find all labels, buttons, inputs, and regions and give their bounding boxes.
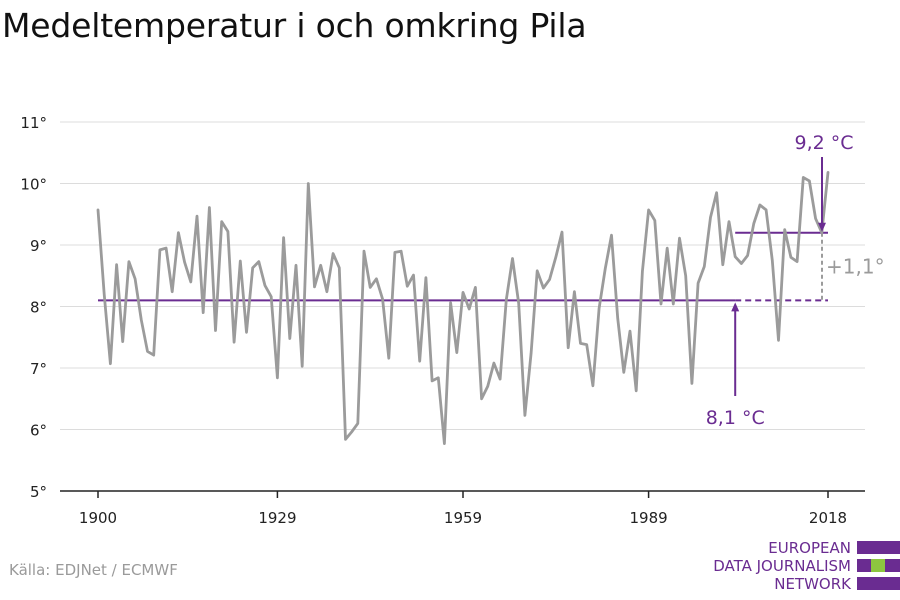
difference-label: +1,1° <box>826 255 885 279</box>
x-axis <box>60 490 865 498</box>
y-tick-label-11: 11° <box>20 114 47 132</box>
logo-line-3: NETWORK <box>774 575 851 593</box>
logo-bar-green <box>871 559 885 572</box>
baseline-label: 8,1 °C <box>706 407 765 429</box>
recent-arrow-head <box>818 222 826 232</box>
y-tick-label-7: 7° <box>30 360 47 378</box>
y-axis-tick-labels: 5° 6° 7° 8° 9° 10° 11° <box>20 114 47 501</box>
x-tick-label-1929: 1929 <box>258 509 296 527</box>
gridlines <box>60 121 865 430</box>
logo-line-1: EUROPEAN <box>768 539 851 557</box>
y-tick-label-5: 5° <box>30 483 47 501</box>
series-line <box>96 170 830 446</box>
baseline-arrow-head <box>731 302 740 312</box>
logo-bar-purple-bottom <box>857 577 900 590</box>
recent-average-label: 9,2 °C <box>794 132 853 154</box>
edjnet-logo: EUROPEAN DATA JOURNALISM NETWORK <box>705 539 900 595</box>
x-tick-label-1989: 1989 <box>629 509 667 527</box>
series-group <box>96 170 830 446</box>
annotations: +1,1° 9,2 °C 8,1 °C <box>706 132 885 429</box>
chart-title: Medeltemperatur i och omkring Pila <box>2 6 587 45</box>
x-tick-label-1959: 1959 <box>444 509 482 527</box>
x-axis-tick-labels: 1900 1929 1959 1989 2018 <box>79 509 847 527</box>
x-tick-label-2018: 2018 <box>809 509 847 527</box>
y-tick-label-10: 10° <box>20 176 47 194</box>
source-note: Källa: EDJNet / ECMWF <box>9 561 178 579</box>
y-tick-label-8: 8° <box>30 299 47 317</box>
logo-bar-purple-top <box>857 541 900 554</box>
y-tick-label-6: 6° <box>30 422 47 440</box>
y-tick-label-9: 9° <box>30 237 47 255</box>
logo-line-2: DATA JOURNALISM <box>713 557 851 575</box>
x-tick-label-1900: 1900 <box>79 509 117 527</box>
